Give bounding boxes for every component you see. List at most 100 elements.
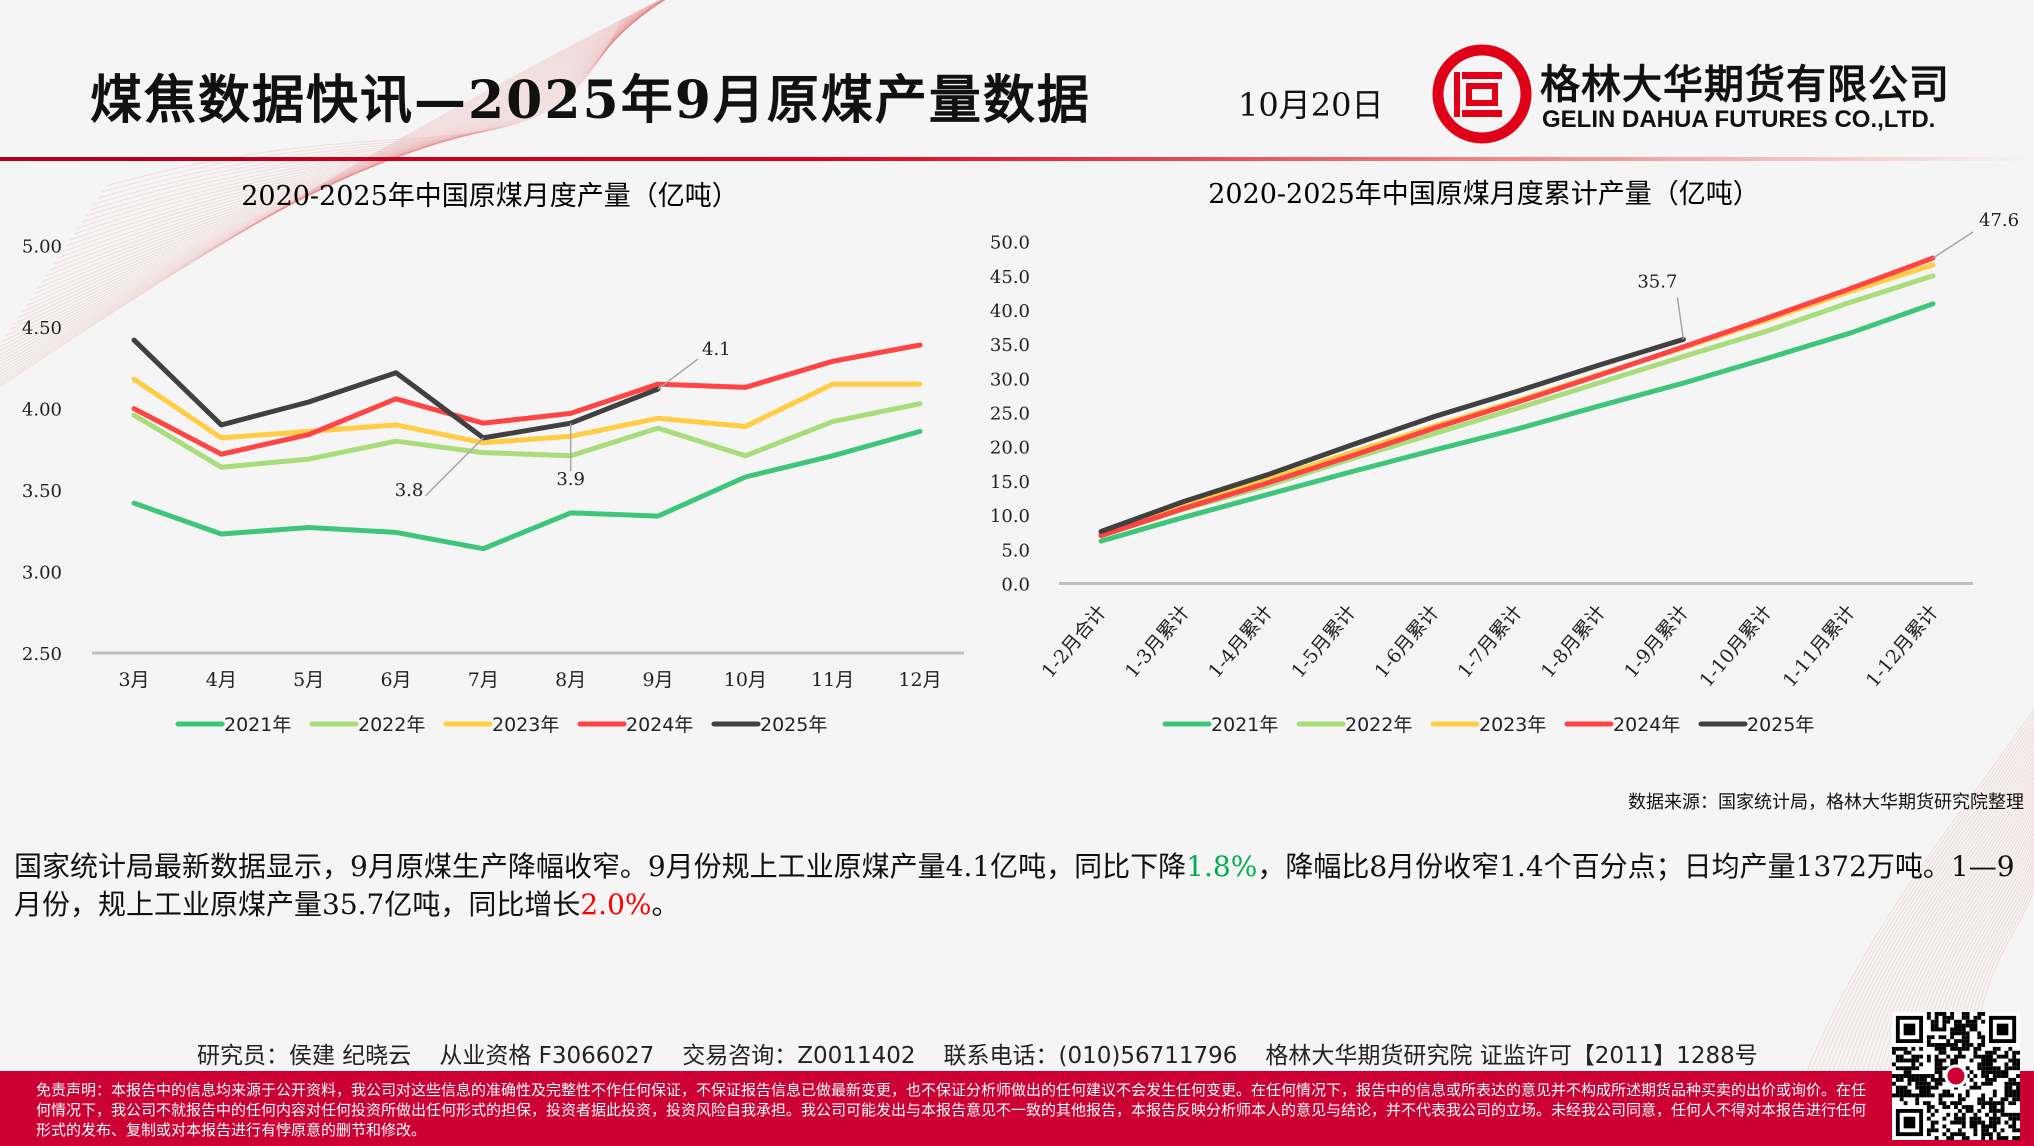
series-line-2021	[131, 428, 923, 552]
summary-text-2: ，降幅比8月份收窄1.4个百分点；日均产量1372万吨。1—9月份，规上工业原煤…	[14, 850, 2015, 921]
y-tick-label: 5.00	[22, 237, 62, 258]
wave-line	[0, 0, 662, 387]
y-tick-label: 3.00	[22, 563, 62, 584]
x-tick-label: 1-8月累计	[1537, 601, 1610, 682]
wave-line	[53, 5, 649, 265]
y-tick-label: 40.0	[990, 301, 1030, 322]
license-number: 格林大华期货研究院 证监许可【2011】1288号	[1265, 1043, 1758, 1069]
y-tick-label: 25.0	[990, 404, 1030, 425]
x-tick-label: 1-11月累计	[1779, 601, 1860, 692]
wave-line	[25, 0, 662, 307]
wave-line	[1804, 728, 2034, 1146]
legend-label: 2023年	[1479, 714, 1546, 736]
y-tick-label: 4.00	[22, 400, 62, 421]
x-tick-label: 1-4月累计	[1204, 601, 1277, 682]
wave-line	[0, 0, 666, 363]
x-tick-label: 4月	[206, 669, 237, 691]
wave-line	[0, 0, 666, 366]
x-tick-label: 5月	[293, 669, 324, 691]
x-tick-label: 1-12月累计	[1862, 601, 1943, 692]
summary-paragraph: 国家统计局最新数据显示，9月原煤生产降幅收窄。9月份规上工业原煤产量4.1亿吨，…	[14, 848, 2024, 924]
cumulative-output-chart: 2020-2025年中国原煤月度累计产量（亿吨） 50.0 45.0 40.0 35.0…	[990, 179, 2019, 736]
yoy-decline-value: 1.8%	[1186, 850, 1258, 883]
header-divider	[0, 157, 2034, 161]
researchers: 研究员：侯建 纪晓云	[197, 1043, 412, 1069]
y-tick-label: 35.0	[990, 335, 1030, 356]
wave-line	[17, 0, 664, 319]
summary-text-3: 。	[651, 888, 680, 921]
y-tick-label: 5.0	[1001, 540, 1030, 561]
wave-line	[0, 0, 665, 373]
y-tick-label: 2.50	[22, 644, 62, 665]
wave-line	[0, 0, 663, 382]
x-tick-label: 11月	[811, 669, 854, 691]
data-label: 3.9	[556, 469, 585, 490]
chart-title: 2020-2025年中国原煤月度累计产量（亿吨）	[1208, 179, 1760, 210]
data-source-note: 数据来源：国家统计局，格林大华期货研究院整理	[1628, 792, 2024, 813]
wave-line	[0, 0, 665, 369]
wave-line	[69, 9, 641, 241]
wave-line	[5, 0, 665, 337]
company-logo-icon	[1432, 44, 1532, 144]
legend-label: 2024年	[626, 714, 693, 736]
x-tick-label: 1-2月合计	[1038, 601, 1111, 682]
wave-line	[29, 0, 661, 301]
wave-line	[89, 14, 631, 211]
wave-line	[77, 11, 637, 229]
wave-line	[1799, 724, 2034, 1146]
legend-label: 2025年	[1747, 714, 1814, 736]
chart-title: 2020-2025年中国原煤月度产量（亿吨）	[241, 181, 739, 212]
wave-line	[0, 0, 665, 376]
wave-line	[0, 0, 666, 356]
y-tick-label: 10.0	[990, 506, 1030, 527]
footer-contact-line: 研究员：侯建 纪晓云 从业资格 F3066027 交易咨询：Z0011402 联系电话…	[197, 1036, 1786, 1070]
wave-line	[73, 10, 639, 235]
x-tick-label: 10月	[724, 669, 767, 691]
y-tick-label: 45.0	[990, 267, 1030, 288]
wave-line	[1, 0, 665, 343]
wave-line	[85, 13, 633, 217]
wave-line	[21, 0, 663, 313]
legend-label: 2021年	[224, 714, 291, 736]
series-line-2025	[131, 337, 661, 441]
y-tick-label: 4.50	[22, 318, 62, 339]
annotation-leader-line	[424, 437, 484, 497]
report-date: 10月20日	[1238, 86, 1384, 124]
data-label: 35.7	[1637, 271, 1677, 292]
series-line-2025	[1098, 336, 1686, 534]
series-line-2021	[1098, 301, 1936, 544]
series-line-2023	[131, 376, 923, 446]
x-tick-label: 1-6月累计	[1370, 601, 1443, 682]
wave-line	[1809, 732, 2034, 1146]
series-line-2024	[131, 342, 923, 457]
legend-label: 2025年	[760, 714, 827, 736]
y-tick-label: 30.0	[990, 369, 1030, 390]
wave-line	[1794, 720, 2034, 1146]
x-tick-label: 12月	[898, 669, 941, 691]
company-name-en: GELIN DAHUA FUTURES CO.,LTD.	[1542, 106, 1936, 133]
wave-line	[101, 17, 625, 193]
wave-line	[45, 3, 653, 277]
consult-number: 交易咨询：Z0011402	[682, 1043, 916, 1069]
x-tick-label: 7月	[468, 669, 499, 691]
phone-number: 联系电话：(010)56711796	[943, 1043, 1238, 1069]
wave-line	[49, 4, 651, 271]
x-tick-label: 1-9月累计	[1620, 601, 1693, 682]
wave-line	[61, 7, 645, 253]
x-tick-label: 1-5月累计	[1287, 601, 1360, 682]
wave-line	[1789, 716, 2034, 1146]
legend-label: 2023年	[492, 714, 559, 736]
wave-line	[65, 8, 643, 247]
wave-line	[1779, 707, 2034, 1146]
wave-line	[0, 0, 666, 348]
wave-line	[57, 6, 647, 259]
series-line-2024	[1098, 255, 1936, 539]
wave-line	[0, 0, 664, 379]
x-tick-label: 9月	[642, 669, 673, 691]
summary-text-1: 国家统计局最新数据显示，9月原煤生产降幅收窄。9月份规上工业原煤产量4.1亿吨，…	[14, 850, 1187, 883]
data-label: 4.1	[702, 339, 731, 360]
data-label: 47.6	[1979, 210, 2019, 231]
x-tick-label: 6月	[380, 669, 411, 691]
y-tick-label: 3.50	[22, 481, 62, 502]
